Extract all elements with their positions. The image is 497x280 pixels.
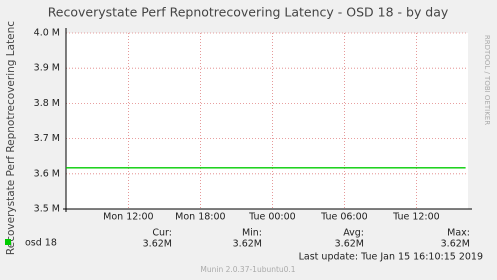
stat-label: Cur:	[152, 228, 172, 239]
last-update: Last update: Tue Jan 15 16:10:15 2019	[299, 252, 483, 263]
plot-area	[66, 33, 468, 209]
y-tick-label: 3.7 M	[34, 133, 60, 144]
y-tick-label: 4.0 M	[34, 28, 60, 39]
side-label: RRDTOOL / TOBI OETIKER	[483, 35, 491, 125]
stat-value: 3.62M	[335, 239, 364, 250]
x-tick-label: Tue 00:00	[248, 212, 296, 223]
stat-label: Avg:	[343, 228, 364, 239]
y-tick-label: 3.5 M	[34, 204, 60, 215]
stat-value: 3.62M	[233, 239, 262, 250]
stat-value: 3.62M	[441, 239, 470, 250]
stat-value: 3.62M	[143, 239, 172, 250]
footer: Munin 2.0.37-1ubuntu0.1	[200, 265, 295, 274]
x-tick-label: Tue 12:00	[392, 212, 440, 223]
legend-label: osd 18	[25, 238, 57, 249]
x-tick-label: Mon 18:00	[175, 212, 225, 223]
y-tick-label: 3.6 M	[34, 168, 60, 179]
x-tick-label: Tue 06:00	[320, 212, 368, 223]
y-tick-label: 3.8 M	[34, 98, 60, 109]
stat-label: Min:	[242, 228, 262, 239]
y-axis-label: Recoverystate Perf Repnotrecovering Late…	[5, 21, 17, 255]
y-tick-label: 3.9 M	[34, 63, 60, 74]
x-tick-label: Mon 12:00	[103, 212, 153, 223]
chart-title: Recoverystate Perf Repnotrecovering Late…	[48, 5, 449, 20]
stat-label: Max:	[447, 228, 470, 239]
legend-swatch	[5, 239, 11, 245]
